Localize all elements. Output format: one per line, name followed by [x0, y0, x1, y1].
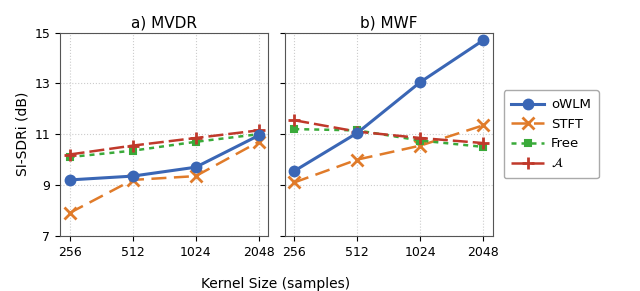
$\mathcal{A}$ [417, 136, 424, 140]
Text: Kernel Size (samples): Kernel Size (samples) [200, 277, 350, 291]
oWLM [255, 134, 262, 137]
$\mathcal{A}$ [66, 153, 74, 156]
oWLM [66, 178, 74, 182]
Line: Free: Free [66, 131, 262, 161]
$\mathcal{A}$ [129, 144, 136, 147]
Line: STFT: STFT [64, 136, 264, 219]
Line: STFT: STFT [289, 120, 489, 188]
Line: oWLM: oWLM [289, 35, 488, 176]
oWLM [192, 166, 200, 169]
Free [66, 155, 74, 159]
STFT [417, 144, 424, 147]
oWLM [129, 174, 136, 178]
Free [479, 145, 487, 149]
$\mathcal{A}$ [353, 130, 361, 133]
Free [353, 129, 361, 132]
STFT [66, 211, 74, 215]
Legend: oWLM, STFT, Free, $\mathcal{A}$: oWLM, STFT, Free, $\mathcal{A}$ [504, 90, 599, 178]
Free [255, 132, 262, 136]
Free [192, 140, 200, 143]
STFT [255, 140, 262, 143]
$\mathcal{A}$ [192, 136, 200, 140]
STFT [353, 158, 361, 161]
STFT [291, 181, 298, 184]
$\mathcal{A}$ [291, 118, 298, 122]
STFT [192, 174, 200, 178]
oWLM [479, 38, 487, 42]
oWLM [291, 169, 298, 173]
Line: oWLM: oWLM [65, 131, 264, 185]
$\mathcal{A}$ [255, 129, 262, 132]
Free [129, 149, 136, 152]
Y-axis label: SI-SDRi (dB): SI-SDRi (dB) [15, 92, 29, 176]
STFT [479, 124, 487, 127]
Line: Free: Free [291, 126, 487, 150]
$\mathcal{A}$ [479, 141, 487, 145]
Free [417, 139, 424, 142]
STFT [129, 178, 136, 182]
Line: $\mathcal{A}$: $\mathcal{A}$ [63, 124, 265, 161]
Title: a) MVDR: a) MVDR [131, 15, 197, 30]
Title: b) MWF: b) MWF [360, 15, 417, 30]
Line: $\mathcal{A}$: $\mathcal{A}$ [288, 114, 490, 149]
oWLM [353, 131, 361, 135]
Free [291, 127, 298, 131]
oWLM [417, 80, 424, 84]
